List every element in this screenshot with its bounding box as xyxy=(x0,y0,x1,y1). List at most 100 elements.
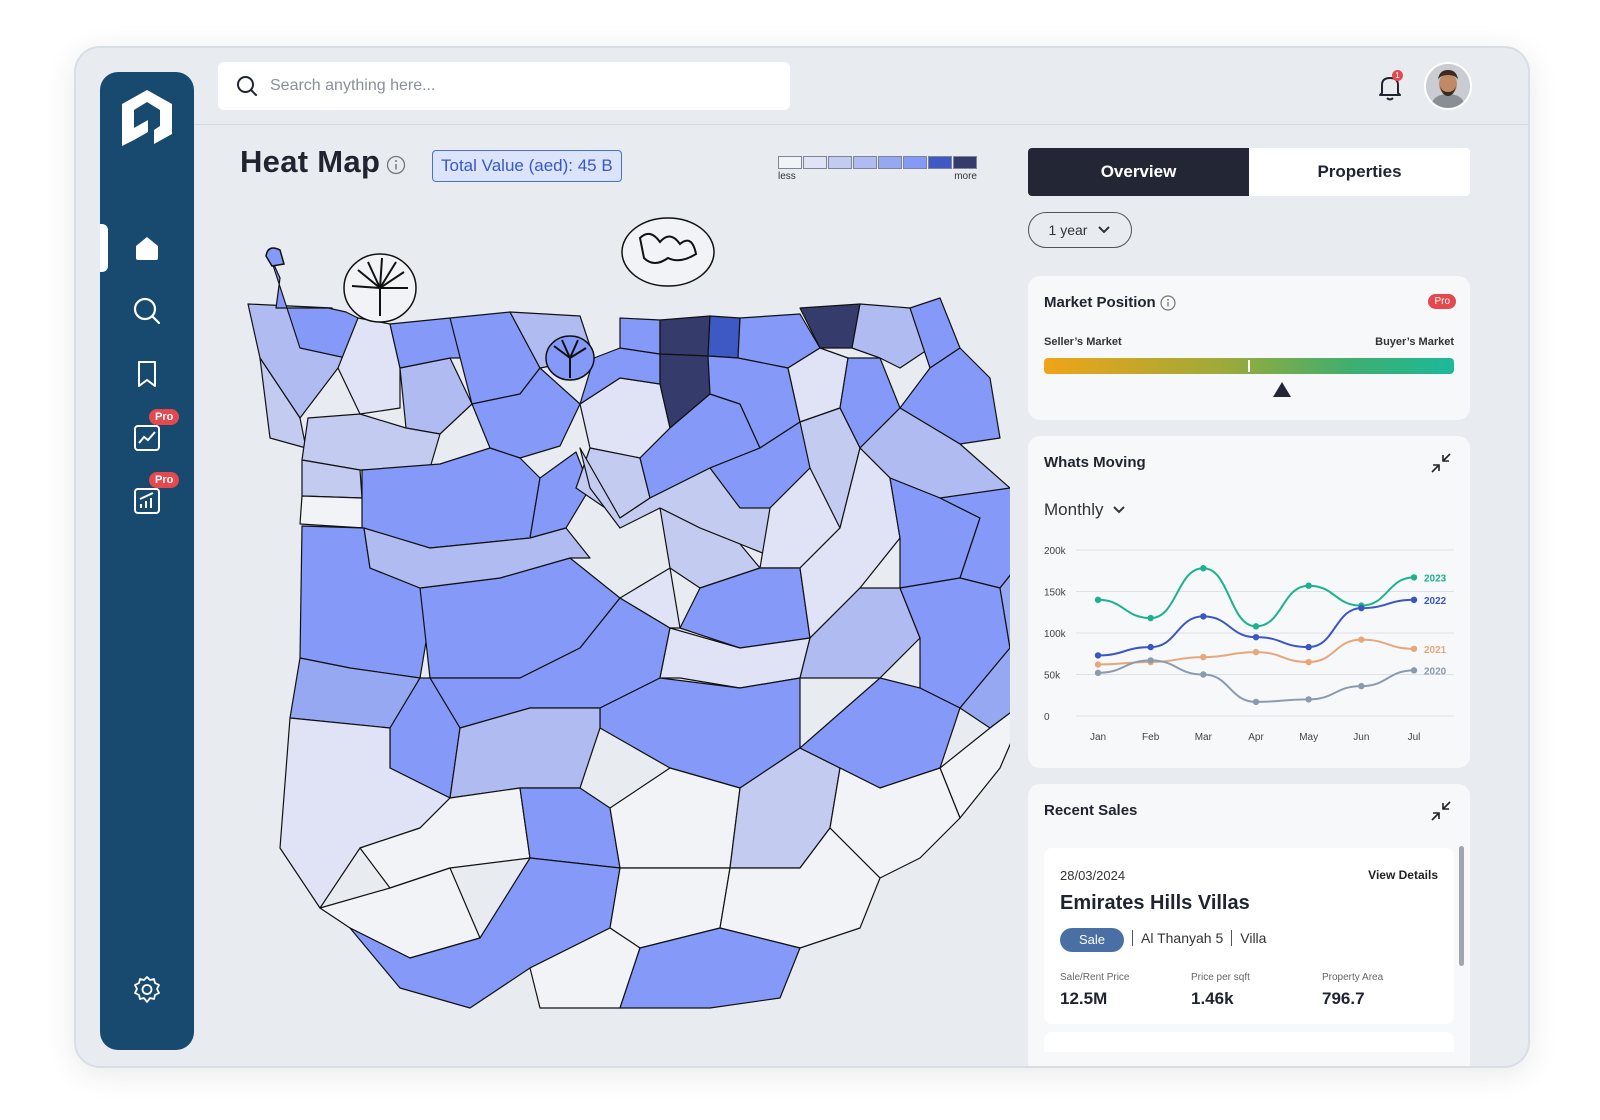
legend-more-label: more xyxy=(954,171,977,182)
view-tabs: Overview Properties xyxy=(1028,148,1470,196)
sidebar-item-growth[interactable]: Pro xyxy=(127,472,180,520)
view-details-link[interactable]: View Details xyxy=(1368,868,1438,882)
price-value: 12.5M xyxy=(1060,989,1108,1008)
frequency-dropdown[interactable]: Monthly xyxy=(1044,500,1126,520)
x-tick-label: Mar xyxy=(1195,732,1213,743)
property-location: Al Thanyah 5 xyxy=(1141,930,1224,946)
brand-logo xyxy=(122,90,172,146)
data-point-2020 xyxy=(1200,671,1207,678)
search-bar[interactable]: Search anything here... xyxy=(218,62,790,110)
sqft-stat: Price per sqft 1.46k xyxy=(1191,972,1250,1009)
palm-fronds xyxy=(351,232,698,378)
header-divider xyxy=(194,124,1528,125)
notification-badge: 1 xyxy=(1392,70,1403,81)
sellers-market-label: Seller’s Market xyxy=(1044,336,1122,348)
series-line-2020 xyxy=(1097,659,1415,703)
total-value-badge: Total Value (aed): 45 B xyxy=(432,150,622,182)
info-icon[interactable] xyxy=(1160,295,1176,311)
x-tick-label: Feb xyxy=(1142,732,1160,743)
area-stat: Property Area 796.7 xyxy=(1322,972,1383,1009)
gear-icon xyxy=(134,976,160,1003)
buyers-market-label: Buyer’s Market xyxy=(1375,336,1454,348)
data-point-2021 xyxy=(1410,645,1418,652)
data-point-2023 xyxy=(1147,614,1154,622)
sale-card[interactable]: 28/03/2024 View Details Emirates Hills V… xyxy=(1044,848,1454,1024)
search-input[interactable]: Search anything here... xyxy=(270,77,436,94)
series-label-2022: 2022 xyxy=(1424,596,1447,607)
data-point-2021 xyxy=(1200,653,1207,661)
legend-swatch xyxy=(853,156,877,169)
period-dropdown[interactable]: 1 year xyxy=(1028,212,1132,248)
home-icon xyxy=(136,237,158,260)
info-icon[interactable] xyxy=(386,155,406,175)
divider xyxy=(1231,930,1233,946)
data-point-2022 xyxy=(1200,613,1207,620)
scrollbar[interactable] xyxy=(1459,846,1464,966)
property-type: Villa xyxy=(1240,930,1267,946)
data-point-2020 xyxy=(1252,698,1260,706)
data-point-2023 xyxy=(1410,574,1418,581)
series-label-2020: 2020 xyxy=(1424,666,1447,677)
sale-card-next[interactable] xyxy=(1044,1032,1454,1052)
trend-line-chart: 200k 150k 100k 50k 0 Jan Feb Mar Apr May Jun Jul 202… xyxy=(1044,546,1454,743)
data-point-2020 xyxy=(1094,669,1102,677)
sidebar-item-analytics[interactable]: Pro xyxy=(127,409,180,457)
sidebar-item-bookmarks[interactable] xyxy=(127,354,167,394)
market-indicator xyxy=(1272,382,1291,397)
data-point-2022 xyxy=(1252,633,1260,641)
data-point-2022 xyxy=(1094,652,1102,659)
series-label-2023: 2023 xyxy=(1424,573,1447,584)
nav-active-indicator xyxy=(100,224,108,272)
legend-swatch xyxy=(828,156,852,169)
y-tick-label: 50k xyxy=(1044,671,1061,682)
bell-icon xyxy=(1379,77,1401,101)
frequency-value: Monthly xyxy=(1044,500,1104,519)
whats-moving-card: Whats Moving Monthly 200k 150k 100k 50k 0 Jan… xyxy=(1028,436,1470,768)
series-line-2023 xyxy=(1097,567,1415,628)
legend-swatch xyxy=(903,156,927,169)
chevron-down-icon xyxy=(1112,506,1125,514)
property-meta: Al Thanyah 5 Villa xyxy=(1132,930,1266,946)
property-name: Emirates Hills Villas xyxy=(1060,892,1250,914)
x-tick-label: Jun xyxy=(1353,732,1369,743)
data-point-2023 xyxy=(1200,565,1207,572)
data-point-2021 xyxy=(1094,661,1102,668)
legend-swatch xyxy=(953,156,977,169)
sidebar-item-search[interactable] xyxy=(127,291,167,331)
card-title: Recent Sales xyxy=(1044,802,1138,819)
bookmark-icon xyxy=(138,361,156,387)
data-point-2023 xyxy=(1094,596,1102,603)
price-label: Sale/Rent Price xyxy=(1060,972,1130,983)
chart-icon xyxy=(134,425,160,451)
data-point-2020 xyxy=(1358,682,1365,690)
data-point-2023 xyxy=(1305,582,1312,589)
search-icon xyxy=(133,297,161,325)
map-districts[interactable] xyxy=(247,255,1010,1009)
chevron-down-icon xyxy=(1098,226,1111,234)
x-tick-label: May xyxy=(1299,732,1318,743)
tab-overview[interactable]: Overview xyxy=(1028,148,1249,196)
notifications-button[interactable]: 1 xyxy=(1378,70,1406,102)
legend-swatch xyxy=(803,156,827,169)
legend-less-label: less xyxy=(778,171,796,182)
collapse-icon[interactable] xyxy=(1430,452,1452,474)
sidebar-item-home[interactable] xyxy=(127,228,167,268)
legend-swatch xyxy=(878,156,902,169)
tab-properties[interactable]: Properties xyxy=(1249,148,1470,196)
period-value: 1 year xyxy=(1048,222,1088,238)
search-icon xyxy=(237,76,257,96)
sidebar-item-settings[interactable] xyxy=(127,970,167,1010)
sale-type-badge: Sale xyxy=(1060,928,1124,952)
card-title: Whats Moving xyxy=(1044,454,1146,471)
avatar[interactable] xyxy=(1424,62,1472,110)
pro-badge: Pro xyxy=(149,409,180,425)
divider xyxy=(1132,930,1133,946)
pro-badge: Pro xyxy=(149,472,180,488)
legend-swatch xyxy=(778,156,802,169)
data-point-2023 xyxy=(1252,623,1260,630)
pro-badge: Pro xyxy=(1428,294,1456,309)
area-value: 796.7 xyxy=(1322,989,1365,1008)
heat-map[interactable] xyxy=(240,208,1010,1020)
collapse-icon[interactable] xyxy=(1430,800,1452,822)
recent-sales-card: Recent Sales 28/03/2024 View Details Emi… xyxy=(1028,784,1470,1066)
